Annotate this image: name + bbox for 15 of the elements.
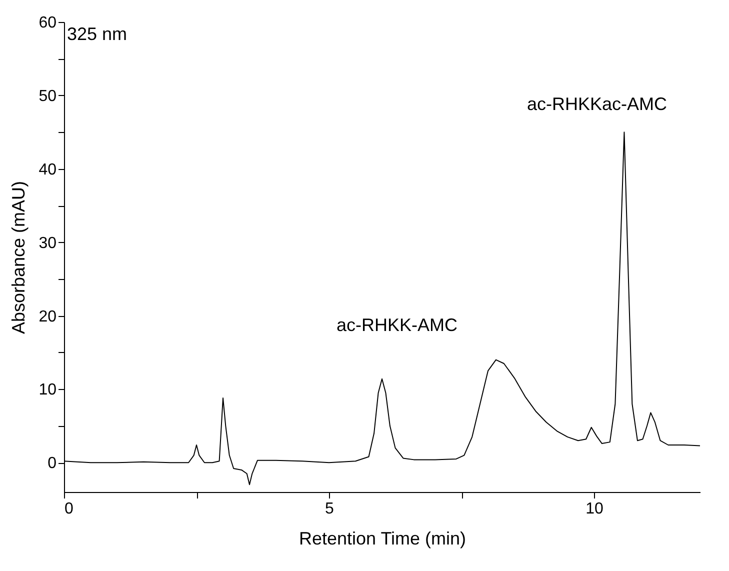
annotation: ac-RHKKac-AMC [526, 94, 668, 114]
x-tick-label: 5 [325, 500, 334, 518]
x-tick-label: 10 [586, 500, 604, 518]
x-axis-title: Retention Time (min) [298, 528, 466, 548]
y-tick-label: 50 [38, 88, 57, 105]
y-tick-label: 60 [38, 14, 57, 32]
y-axis-title: Absorbance (mAU) [8, 180, 29, 334]
x-tick-label: 0 [64, 500, 74, 518]
y-tick-label: 40 [38, 161, 57, 178]
annotation: 325 nm [67, 24, 128, 44]
y-tick-label: 30 [38, 234, 57, 252]
y-tick-label: 20 [38, 308, 57, 326]
annotation: ac-RHKK-AMC [336, 315, 458, 335]
y-tick-label: 10 [38, 382, 57, 399]
y-tick-label: 0 [48, 455, 57, 472]
